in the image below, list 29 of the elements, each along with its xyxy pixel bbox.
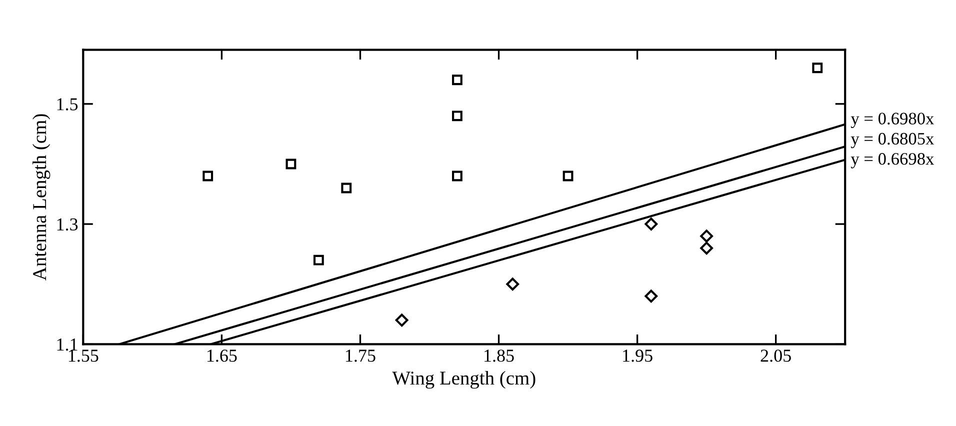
point [202,170,214,182]
point [313,254,324,266]
y-tick-label: 1.1 [57,338,78,351]
x-tick-label: 1.95 [623,350,652,362]
point [506,278,520,291]
y-tick-label: 1.3 [57,218,78,231]
point [562,170,574,182]
point [644,218,658,231]
x-tick-label: 1.55 [68,350,98,362]
point [341,182,352,194]
x-tick-label: 2.05 [760,350,791,362]
point [286,158,296,170]
series-label: y = 0.6805x [850,132,934,148]
point [644,290,658,303]
point [452,170,462,182]
x-tick-label: 1.85 [484,350,514,362]
series-label: y = 0.6698x [850,153,934,168]
point [395,314,408,327]
point [812,62,823,74]
point [700,242,714,255]
point [452,74,462,86]
x-tick-label: 1.65 [207,350,237,362]
y-tick-label: 1.5 [57,98,78,110]
legend-label: y = 0.6980x [850,112,934,128]
point [700,230,714,243]
x-axis-title: Wing Length (cm) [392,371,536,389]
x-tick-label: 1.75 [346,350,376,362]
y-axis-title: Antenna Length (cm) [32,114,50,281]
point [452,110,462,122]
